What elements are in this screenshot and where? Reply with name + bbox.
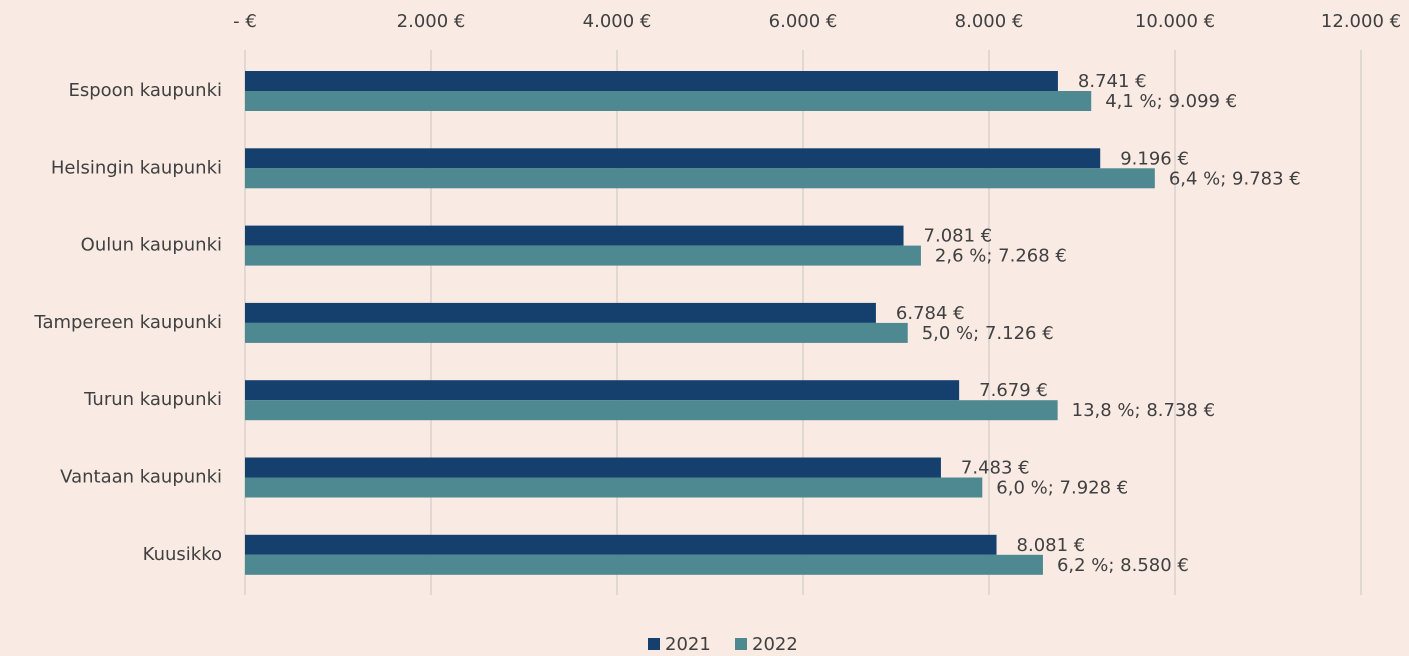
- bar: [245, 168, 1155, 189]
- bar: [245, 322, 908, 343]
- bar: [245, 554, 1043, 575]
- data-label: 5,0 %; 7.126 €: [922, 323, 1054, 344]
- x-tick-label: 4.000 €: [583, 11, 652, 32]
- data-label: 7.483 €: [961, 458, 1030, 479]
- bar: [245, 477, 983, 498]
- data-label: 8.741 €: [1078, 71, 1147, 92]
- legend-label: 2022: [752, 634, 798, 655]
- legend-swatch: [648, 638, 660, 650]
- data-label: 6.784 €: [896, 303, 965, 324]
- bar: [245, 302, 876, 323]
- bar: [245, 380, 960, 401]
- data-label: 6,2 %; 8.580 €: [1057, 555, 1189, 576]
- y-tick-label: Espoon kaupunki: [68, 80, 222, 101]
- data-label: 9.196 €: [1120, 148, 1189, 169]
- bar: [245, 457, 941, 478]
- data-label: 6,4 %; 9.783 €: [1169, 168, 1301, 189]
- data-label: 8.081 €: [1017, 535, 1086, 556]
- bar: [245, 245, 921, 266]
- x-tick-label: - €: [233, 11, 257, 32]
- bar: [245, 400, 1058, 421]
- data-label: 6,0 %; 7.928 €: [996, 478, 1128, 499]
- data-label: 7.679 €: [979, 380, 1048, 401]
- data-label: 2,6 %; 7.268 €: [935, 246, 1067, 267]
- data-label: 7.081 €: [924, 226, 993, 247]
- y-tick-label: Vantaan kaupunki: [60, 467, 222, 488]
- x-tick-label: 8.000 €: [955, 11, 1024, 32]
- legend-swatch: [735, 638, 747, 650]
- data-label: 4,1 %; 9.099 €: [1105, 91, 1237, 112]
- y-tick-label: Kuusikko: [143, 544, 222, 565]
- y-tick-label: Oulun kaupunki: [81, 235, 222, 256]
- x-tick-label: 10.000 €: [1135, 11, 1215, 32]
- x-tick-label: 2.000 €: [397, 11, 466, 32]
- bar: [245, 534, 997, 555]
- bar: [245, 91, 1092, 111]
- y-tick-label: Tampereen kaupunki: [33, 312, 222, 333]
- y-tick-label: Turun kaupunki: [83, 389, 222, 410]
- bar: [245, 71, 1058, 91]
- x-tick-label: 6.000 €: [769, 11, 838, 32]
- y-tick-label: Helsingin kaupunki: [51, 157, 222, 178]
- x-tick-label: 12.000 €: [1321, 11, 1401, 32]
- legend-label: 2021: [665, 634, 711, 655]
- bar: [245, 225, 904, 246]
- data-label: 13,8 %; 8.738 €: [1072, 400, 1215, 421]
- bar: [245, 148, 1101, 169]
